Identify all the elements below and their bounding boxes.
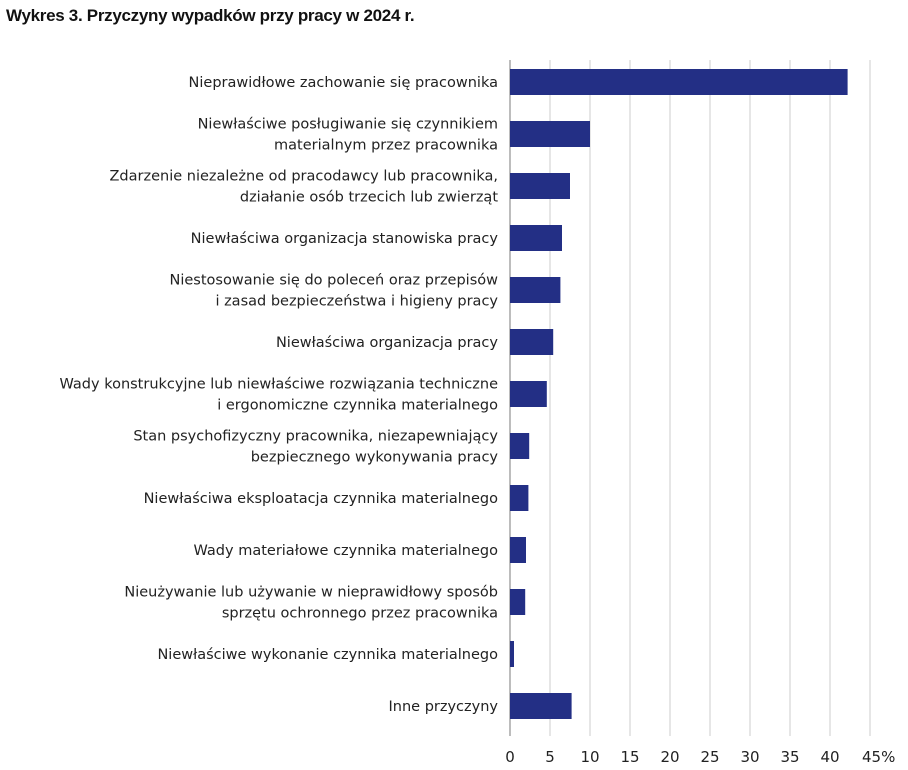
category-label: Niestosowanie się do poleceń oraz przepi… [170, 273, 499, 289]
category-label: Niewłaściwa organizacja stanowiska pracy [191, 231, 499, 247]
bar [510, 277, 561, 303]
bar [510, 121, 590, 147]
category-label: Niewłaściwe wykonanie czynnika materialn… [157, 647, 498, 663]
category-label: i zasad bezpieczeństwa i higieny pracy [215, 294, 498, 310]
bar [510, 69, 848, 95]
bar [510, 693, 572, 719]
category-label: Niewłaściwa organizacja pracy [276, 335, 498, 351]
x-tick-label: 25 [700, 748, 719, 766]
x-tick-label: 20 [660, 748, 679, 766]
bar [510, 329, 554, 355]
category-label: i ergonomiczne czynnika materialnego [217, 398, 498, 414]
category-label: Nieużywanie lub używanie w nieprawidłowy… [124, 585, 498, 601]
bar [510, 641, 514, 667]
category-label: Wady konstrukcyjne lub niewłaściwe rozwi… [60, 377, 499, 393]
x-tick-label: 5 [545, 748, 555, 766]
x-tick-label: 10 [580, 748, 599, 766]
x-tick-label: 45% [862, 748, 895, 766]
category-label: Niewłaściwe posługiwanie się czynnikiem [198, 117, 498, 133]
bar [510, 173, 570, 199]
bar [510, 225, 562, 251]
bar [510, 537, 526, 563]
category-label: Nieprawidłowe zachowanie się pracownika [189, 75, 498, 91]
bar [510, 381, 547, 407]
x-tick-label: 15 [620, 748, 639, 766]
category-label: sprzętu ochronnego przez pracownika [222, 606, 498, 622]
category-label: Inne przyczyny [389, 699, 499, 715]
bar [510, 433, 530, 459]
x-tick-label: 35 [780, 748, 799, 766]
chart-title: Wykres 3. Przyczyny wypadków przy pracy … [6, 6, 415, 25]
category-label: działanie osób trzecich lub zwierząt [240, 190, 498, 206]
category-label: Wady materiałowe czynnika materialnego [194, 543, 499, 559]
category-label: Zdarzenie niezależne od pracodawcy lub p… [109, 169, 498, 185]
category-label: Stan psychofizyczny pracownika, niezapew… [133, 429, 498, 445]
category-label: bezpiecznego wykonywania pracy [251, 450, 499, 466]
category-label: materialnym przez pracownika [274, 138, 498, 154]
bar [510, 589, 526, 615]
category-label: Niewłaściwa eksploatacja czynnika materi… [144, 491, 499, 507]
x-tick-label: 40 [820, 748, 839, 766]
x-tick-label: 30 [740, 748, 759, 766]
x-tick-label: 0 [505, 748, 515, 766]
bar [510, 485, 529, 511]
